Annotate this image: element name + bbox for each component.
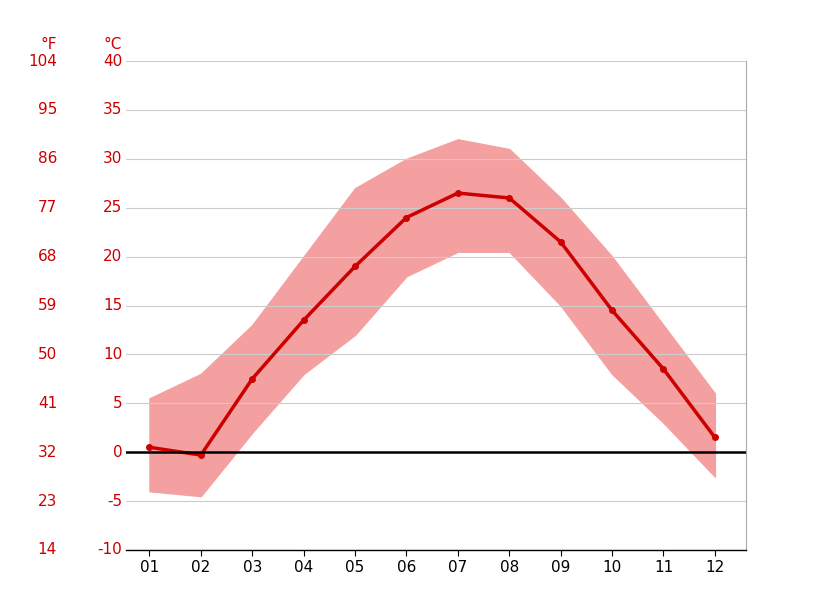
Text: 95: 95 [37,103,57,117]
Text: °C: °C [104,37,122,52]
Text: 25: 25 [103,200,122,215]
Text: 35: 35 [103,103,122,117]
Text: 40: 40 [103,54,122,68]
Text: 14: 14 [37,543,57,557]
Text: -5: -5 [107,494,122,508]
Text: 0: 0 [112,445,122,459]
Text: 50: 50 [37,347,57,362]
Text: 32: 32 [37,445,57,459]
Text: 77: 77 [37,200,57,215]
Text: 23: 23 [37,494,57,508]
Text: 68: 68 [37,249,57,264]
Text: 104: 104 [29,54,57,68]
Text: 5: 5 [112,396,122,411]
Text: 15: 15 [103,298,122,313]
Text: 86: 86 [37,152,57,166]
Text: 20: 20 [103,249,122,264]
Text: °F: °F [41,37,57,52]
Text: 10: 10 [103,347,122,362]
Text: 41: 41 [37,396,57,411]
Text: 30: 30 [103,152,122,166]
Text: -10: -10 [98,543,122,557]
Text: 59: 59 [37,298,57,313]
